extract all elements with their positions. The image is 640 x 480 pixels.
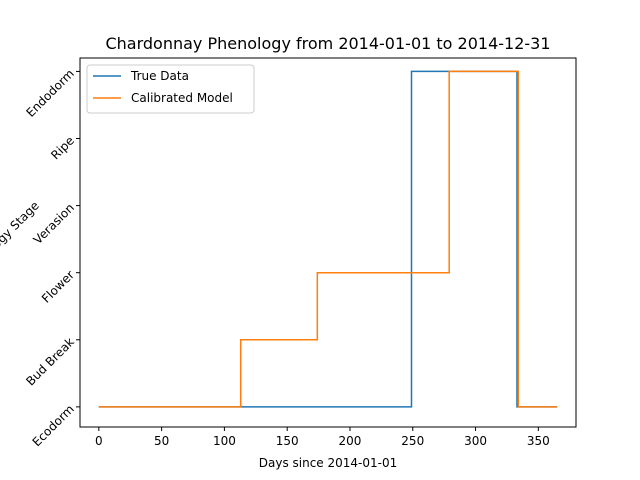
x-tick-label: 200 [339, 434, 362, 448]
x-tick-label: 100 [213, 434, 236, 448]
y-tick-label: Flower [39, 268, 77, 306]
y-tick-label: Endodorm [24, 66, 77, 119]
y-tick-label: Bud Break [23, 335, 77, 389]
series-line-calibrated-model [98, 70, 558, 408]
x-tick-label: 150 [276, 434, 299, 448]
legend-box [86, 64, 255, 114]
y-tick-label: Ripe [48, 134, 77, 163]
series-line-true-data [98, 70, 558, 408]
legend: True Data Calibrated Model [86, 64, 255, 114]
x-tick-label: 50 [154, 434, 169, 448]
axes-frame [79, 57, 577, 428]
chart-title: Chardonnay Phenology from 2014-01-01 to … [105, 34, 550, 53]
x-tick-label: 0 [95, 434, 103, 448]
x-axis-label: Days since 2014-01-01 [259, 456, 398, 470]
plot-area [98, 70, 558, 408]
x-tick-label: 250 [401, 434, 424, 448]
y-tick-label: Ecodorm [30, 402, 77, 449]
legend-label-calibrated-model: Calibrated Model [131, 91, 233, 105]
x-tick-label: 300 [464, 434, 487, 448]
x-axis: 0 50 100 150 200 250 300 350 [95, 427, 550, 448]
legend-label-true-data: True Data [130, 69, 189, 83]
x-tick-label: 350 [527, 434, 550, 448]
